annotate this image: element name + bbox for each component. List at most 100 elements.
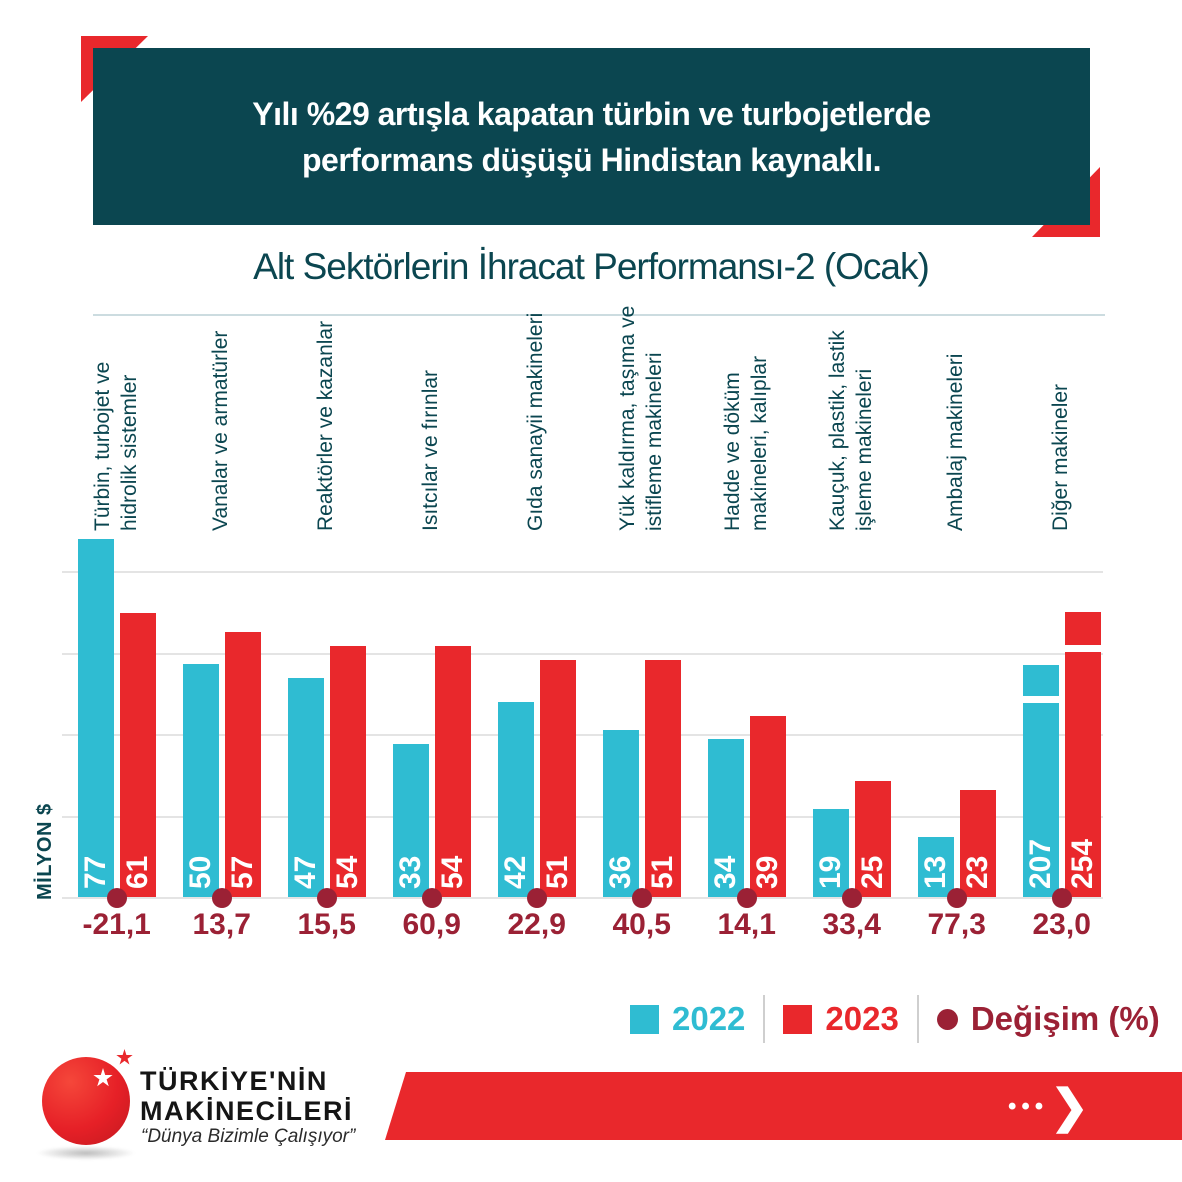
headline-banner: Yılı %29 artışla kapatan türbin ve turbo… (93, 48, 1090, 225)
change-label: 22,9 (507, 908, 566, 941)
axis-break-gap (1022, 696, 1059, 703)
category-label: Gıda sanayii makineleri (524, 312, 548, 531)
change-dot (736, 888, 757, 908)
bar-2022 (1022, 665, 1059, 897)
bar-value-label: 33 (393, 855, 427, 889)
bar-value-label: 13 (918, 855, 952, 889)
bar-value-label: 51 (645, 855, 679, 889)
change-label: 15,5 (297, 908, 356, 941)
gridline (62, 653, 1103, 655)
legend-change-dot-icon (936, 1008, 958, 1030)
bar-value-label: 47 (288, 855, 322, 889)
bar-2022 (497, 702, 534, 897)
bar-value-label: 54 (330, 855, 364, 889)
gridline (62, 571, 1103, 573)
bar-2022 (77, 539, 114, 897)
bar-2023 (959, 790, 996, 897)
bar-2022 (287, 678, 324, 897)
bar-value-label: 42 (498, 855, 532, 889)
footer-ribbon (385, 1072, 1182, 1140)
legend-label-2023: 2023 (825, 1000, 899, 1037)
logo-tagline: “Dünya Bizimle Çalışıyor” (141, 1126, 356, 1147)
logo-name-line-2: MAKİNECİLERİ (140, 1096, 353, 1126)
change-label: 40,5 (612, 908, 671, 941)
bar-value-label: 77 (78, 855, 112, 889)
change-dot (841, 888, 862, 908)
change-label: 77,3 (927, 908, 986, 941)
gridline (62, 734, 1103, 736)
plot-top-border (93, 314, 1105, 316)
change-label: 23,0 (1032, 908, 1091, 941)
bar-2022 (602, 730, 639, 897)
change-dot (1051, 888, 1072, 908)
bar-value-label: 34 (708, 855, 742, 889)
change-dot (316, 888, 337, 908)
legend-divider (916, 995, 919, 1043)
bar-2022 (392, 744, 429, 897)
logo-shadow (36, 1146, 136, 1160)
chart-title: Alt Sektörlerin İhracat Performansı-2 (O… (253, 246, 930, 287)
category-label: Diğer makineler (1049, 383, 1073, 531)
bar-2022 (812, 809, 849, 897)
change-dot (946, 888, 967, 908)
axis-break-gap (1064, 645, 1101, 652)
legend-divider (763, 995, 766, 1043)
bar-value-label: 25 (855, 855, 889, 889)
bar-2023 (749, 716, 786, 897)
bar-2023 (539, 660, 576, 897)
bar-2023 (119, 613, 156, 897)
change-label: 14,1 (717, 908, 776, 941)
change-dot (631, 888, 652, 908)
bar-value-label: 254 (1065, 838, 1099, 889)
category-label: Hadde ve döküm makineleri, kalıplar (720, 355, 771, 531)
next-arrow-icon[interactable]: ••• ❯ (1008, 1072, 1089, 1140)
bar-2022 (917, 837, 954, 897)
bar-value-label: 50 (183, 855, 217, 889)
arrow-dots: ••• (1008, 1093, 1049, 1120)
logo-name-line-1: TÜRKİYE'NİN (140, 1066, 328, 1096)
logo-circle (42, 1057, 130, 1145)
change-label: 33,4 (822, 908, 881, 941)
bar-value-label: 39 (750, 855, 784, 889)
change-label: -21,1 (82, 908, 151, 941)
category-label: Yük kaldırma, taşıma ve istifleme makine… (615, 305, 666, 531)
headline-line-1: Yılı %29 artışla kapatan türbin ve turbo… (252, 95, 931, 132)
legend-swatch-2023 (783, 1004, 813, 1034)
gridline (62, 816, 1103, 818)
change-dot (211, 888, 232, 908)
bar-value-label: 23 (960, 855, 994, 889)
category-label: Vanalar ve armatürler (209, 330, 233, 531)
bar-2023 (644, 660, 681, 897)
gridline (62, 897, 1103, 899)
category-label: Reaktörler ve kazanlar (314, 320, 338, 531)
category-label: Isıtcılar ve fırınlar (419, 369, 443, 531)
y-axis-label: MİLYON $ (34, 803, 56, 900)
category-label: Kauçuk, plastik, lastik işleme makineler… (825, 330, 876, 531)
change-dot (421, 888, 442, 908)
bar-value-label: 57 (225, 855, 259, 889)
category-label: Ambalaj makineleri (944, 353, 968, 531)
legend-swatch-2022 (630, 1004, 659, 1034)
headline-line-2: performans düşüşü Hindistan kaynaklı. (302, 141, 881, 178)
change-dot (106, 888, 127, 908)
change-dot (526, 888, 547, 908)
bar-value-label: 19 (813, 855, 847, 889)
bar-value-label: 61 (120, 855, 154, 889)
bar-2022 (707, 739, 744, 897)
legend: 2022 2023 Değişim (%) (630, 995, 1160, 1043)
bar-value-label: 51 (540, 855, 574, 889)
bar-2022 (182, 664, 219, 897)
bar-2023 (1064, 612, 1101, 897)
bar-value-label: 54 (435, 855, 469, 889)
change-label: 60,9 (402, 908, 461, 941)
bar-2023 (329, 646, 366, 897)
change-label: 13,7 (192, 908, 251, 941)
bar-2023 (434, 646, 471, 897)
bar-2023 (224, 632, 261, 897)
bar-value-label: 207 (1023, 838, 1057, 889)
arrow-chevron: ❯ (1050, 1080, 1089, 1132)
legend-label-2022: 2022 (672, 1000, 746, 1037)
legend-label-change: Değişim (%) (970, 1000, 1160, 1037)
